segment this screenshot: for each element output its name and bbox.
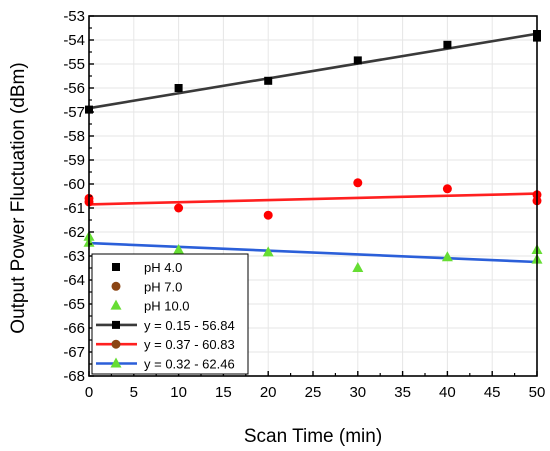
data-point: [174, 203, 184, 213]
x-tick-label: 40: [439, 384, 456, 401]
data-point: [263, 210, 273, 220]
data-point: [264, 76, 273, 85]
x-tick-label: 45: [484, 384, 501, 401]
legend-marker: [112, 320, 120, 329]
fit-lines: [88, 32, 538, 264]
legend-label: pH 7.0: [144, 279, 182, 294]
legend-box: [91, 253, 249, 375]
y-tick-label: -56: [63, 80, 85, 97]
data-point: [352, 262, 364, 272]
x-axis-title: Scan Time (min): [244, 426, 382, 447]
legend-label: y = 0.15 - 56.84: [144, 318, 235, 333]
data-point: [443, 40, 452, 49]
data-point: [442, 184, 452, 194]
y-tick-label: -60: [63, 176, 85, 193]
data-point: [173, 244, 185, 254]
y-tick-label: -61: [63, 200, 85, 217]
legend: pH 4.0 pH 7.0 pH 10.0 y = 0.15 - 56.84 y = 0…: [91, 253, 249, 375]
y-tick-label: -53: [63, 8, 85, 25]
y-tick-label: -54: [63, 32, 85, 49]
legend-label: y = 0.32 - 62.46: [144, 357, 235, 372]
legend-marker: [111, 281, 121, 291]
y-tick-label: -66: [63, 320, 85, 337]
legend-label: pH 10.0: [144, 299, 190, 314]
y-tick-label: -57: [63, 104, 85, 121]
y-tick-label: -59: [63, 152, 85, 169]
x-tick-label: 10: [170, 384, 187, 401]
x-tick-label: 15: [215, 384, 232, 401]
x-tick-label: 30: [349, 384, 366, 401]
data-point: [174, 84, 183, 92]
x-tick-label: 20: [260, 384, 277, 401]
axis-ticks: 0 5 10 15 20 25 30 35 40 45 50 -53 -54 -55 -56 -57 -58 -5…: [63, 8, 545, 401]
x-tick-label: 50: [529, 384, 546, 401]
y-tick-label: -65: [63, 296, 85, 313]
x-tick-label: 0: [85, 384, 93, 401]
y-tick-label: -62: [63, 224, 85, 241]
y-tick-label: -64: [63, 272, 85, 289]
fit-line: [88, 241, 538, 264]
x-tick-label: 35: [394, 384, 411, 401]
legend-marker: [110, 299, 122, 310]
data-point: [353, 56, 362, 65]
y-tick-label: -68: [63, 368, 85, 385]
legend-label: pH 4.0: [144, 260, 182, 275]
y-tick-label: -58: [63, 128, 85, 145]
y-tick-label: -63: [63, 248, 85, 265]
y-tick-label: -67: [63, 344, 85, 361]
fit-line: [88, 192, 538, 206]
x-tick-label: 25: [305, 384, 322, 401]
x-tick-label: 5: [130, 384, 138, 401]
data-point: [262, 246, 274, 257]
legend-marker: [110, 357, 122, 368]
y-axis-title: Output Power Fluctuation (dBm): [8, 62, 29, 333]
legend-label: y = 0.37 - 60.83: [144, 337, 235, 352]
data-point: [353, 178, 363, 188]
data-point: [441, 251, 453, 262]
y-tick-label: -55: [63, 56, 85, 73]
legend-marker: [111, 339, 121, 349]
fit-line: [88, 32, 538, 110]
legend-marker: [112, 263, 120, 271]
